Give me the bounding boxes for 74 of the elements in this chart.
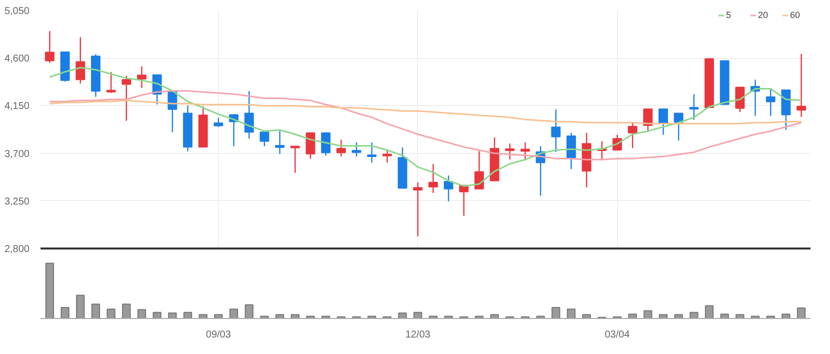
y-tick-label: 2,800 <box>4 244 30 255</box>
bar <box>122 304 131 318</box>
bar <box>720 314 729 318</box>
candlestick <box>214 117 224 128</box>
candlestick <box>336 139 346 158</box>
candlestick <box>735 86 745 113</box>
bar <box>244 304 254 318</box>
candlestick <box>474 150 484 190</box>
candlestick <box>674 112 684 142</box>
candlestick <box>122 75 132 122</box>
candlestick <box>244 90 254 140</box>
bar <box>198 314 208 318</box>
y-tick-label: 4,600 <box>4 54 30 65</box>
bar <box>413 312 422 318</box>
candlestick <box>658 108 668 136</box>
bar <box>229 308 238 318</box>
y-tick-label: 4,150 <box>4 101 30 112</box>
bar <box>275 314 284 318</box>
bar <box>628 314 637 318</box>
y-tick-label: 5,050 <box>4 6 30 17</box>
candlestick <box>137 66 146 89</box>
bar <box>490 314 499 318</box>
candlestick <box>689 94 699 120</box>
candlestick <box>428 163 438 194</box>
candlestick <box>352 142 362 158</box>
legend-label: 5 <box>726 10 732 20</box>
candlestick <box>321 132 331 156</box>
candlestick <box>106 71 116 94</box>
bar <box>45 262 54 318</box>
candlestick <box>505 142 515 160</box>
candlestick <box>76 36 86 84</box>
x-tick-label: 03/04 <box>604 330 630 340</box>
candlestick <box>766 88 776 116</box>
candlestick <box>628 122 638 149</box>
x-tick-label: 09/03 <box>206 330 232 340</box>
bar <box>91 304 100 318</box>
bar <box>168 312 177 318</box>
candlestick <box>551 108 561 153</box>
bar <box>690 312 698 318</box>
bar <box>704 305 714 318</box>
bar <box>674 314 683 318</box>
candlestick <box>275 130 284 154</box>
candlestick <box>44 30 54 64</box>
bar <box>398 312 407 318</box>
bar <box>60 306 70 318</box>
candlestick <box>796 53 806 118</box>
candlestick <box>290 146 300 174</box>
candlestick <box>520 142 530 160</box>
bar <box>582 314 591 318</box>
bar <box>566 308 576 318</box>
candlestick <box>444 174 454 202</box>
bar <box>290 314 300 318</box>
bar <box>152 312 162 318</box>
bar <box>782 314 790 318</box>
legend-label: 60 <box>790 10 802 20</box>
x-tick-label: 12/03 <box>405 330 431 340</box>
bar <box>76 294 85 318</box>
bar <box>214 314 223 318</box>
y-tick-label: 3,700 <box>4 148 30 160</box>
bar <box>644 310 652 318</box>
bar <box>552 306 560 318</box>
bar <box>137 309 146 318</box>
bar <box>106 308 116 318</box>
candlestick <box>643 108 653 132</box>
legend-label: 20 <box>758 10 770 20</box>
candlestick <box>413 182 423 237</box>
candlestick <box>566 132 576 170</box>
bar <box>183 312 192 318</box>
bar <box>658 314 668 318</box>
bar <box>796 308 806 318</box>
y-tick-label: 3,250 <box>4 196 30 208</box>
candlestick <box>367 142 377 164</box>
bar <box>736 314 744 318</box>
candlestick <box>260 132 270 147</box>
